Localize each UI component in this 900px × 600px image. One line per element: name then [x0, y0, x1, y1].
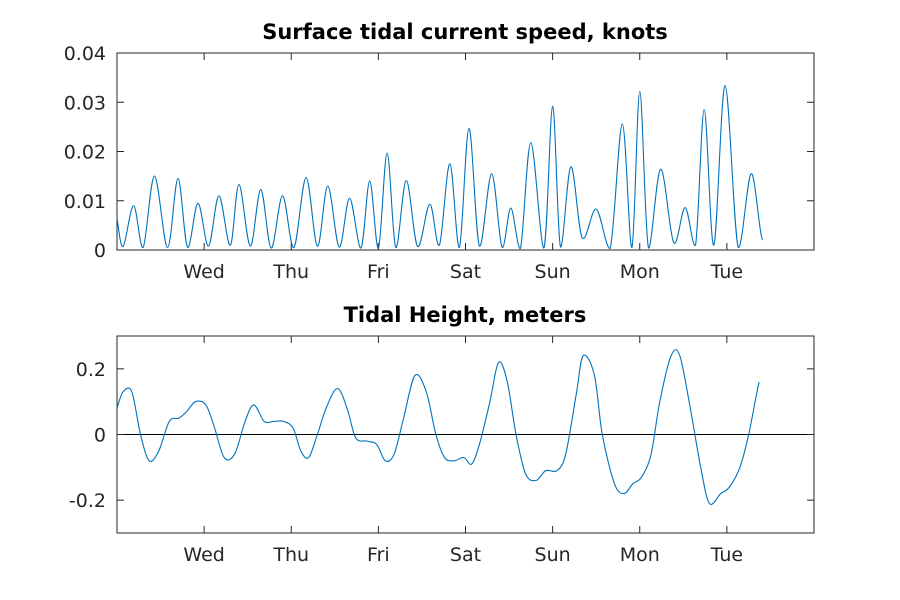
tidal-height-x-tick-label: Tue	[710, 544, 743, 566]
current-speed-x-tick-label: Mon	[620, 261, 660, 283]
current-speed-title: Surface tidal current speed, knots	[262, 20, 668, 44]
current-speed-x-tick-label: Thu	[272, 261, 309, 283]
current-speed-y-tick-label: 0.01	[64, 191, 106, 213]
current-speed-x-tick-label: Wed	[183, 261, 224, 283]
current-speed-x-tick-label: Sat	[450, 261, 481, 283]
tidal-height-x-tick-label: Wed	[183, 544, 224, 566]
current-speed-y-axis: 0 0.01 0.02 0.03 0.04	[64, 43, 814, 262]
tidal-height-y-tick-label: -0.2	[69, 490, 106, 512]
current-speed-x-tick-label: Tue	[710, 261, 743, 283]
tidal-height-x-tick-label: Fri	[367, 544, 390, 566]
tidal-height-y-axis: -0.2 0 0.2	[69, 359, 814, 512]
tidal-height-x-tick-label: Mon	[620, 544, 660, 566]
tidal-height-y-tick-label: 0.2	[76, 359, 106, 381]
tidal-height-title: Tidal Height, meters	[344, 303, 587, 327]
current-speed-panel: Surface tidal current speed, knots 0 0.01…	[64, 20, 815, 283]
tidal-height-x-tick-label: Sat	[450, 544, 481, 566]
current-speed-x-axis: Wed Thu Fri Sat Sun Mon Tue	[183, 53, 743, 283]
current-speed-y-tick-label: 0.02	[64, 142, 106, 164]
tidal-height-x-tick-label: Sun	[535, 544, 571, 566]
current-speed-series-line	[116, 84, 764, 250]
tidal-height-x-axis: Wed Thu Fri Sat Sun Mon Tue	[183, 336, 743, 566]
current-speed-y-tick-label: 0	[94, 240, 106, 262]
tidal-height-y-tick-label: 0	[94, 425, 106, 447]
tidal-height-x-tick-label: Thu	[272, 544, 309, 566]
current-speed-y-tick-label: 0.03	[64, 92, 106, 114]
current-speed-x-tick-label: Fri	[367, 261, 390, 283]
tidal-height-series-line	[116, 348, 760, 505]
current-speed-y-tick-label: 0.04	[64, 43, 106, 65]
current-speed-axes-box	[116, 52, 815, 251]
tidal-height-panel: Tidal Height, meters -0.2 0 0.2 Wed Thu Fri S…	[69, 303, 815, 566]
current-speed-x-tick-label: Sun	[535, 261, 571, 283]
